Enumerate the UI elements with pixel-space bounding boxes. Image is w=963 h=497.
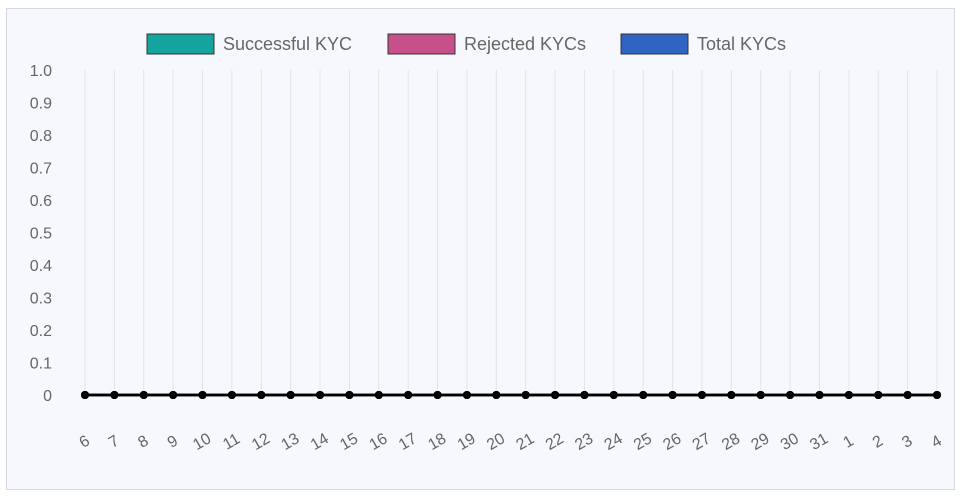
x-tick-label: 14: [308, 430, 332, 454]
data-point-3[interactable]: [286, 391, 295, 399]
x-tick-label: 10: [190, 430, 214, 454]
y-tick-label: 0.2: [30, 323, 52, 340]
data-point-3[interactable]: [462, 391, 471, 399]
x-tick-label: 17: [396, 430, 420, 454]
data-point-3[interactable]: [756, 391, 765, 399]
data-point-3[interactable]: [257, 391, 266, 399]
data-point-3[interactable]: [169, 391, 178, 399]
plot-area[interactable]: [81, 391, 941, 399]
x-tick-label: 4: [929, 432, 945, 451]
data-point-3[interactable]: [844, 391, 853, 399]
legend[interactable]: Successful KYC Rejected KYCs Total KYCs: [146, 33, 786, 55]
y-tick-label: 0.3: [30, 291, 52, 308]
x-tick-label: 11: [220, 431, 243, 454]
data-point-3[interactable]: [110, 391, 119, 399]
x-tick-label: 18: [425, 430, 449, 454]
x-tick-label: 27: [690, 430, 714, 454]
data-point-3[interactable]: [227, 391, 236, 399]
x-tick-label: 25: [631, 430, 655, 454]
y-tick-label: 0.4: [30, 258, 52, 275]
data-point-3[interactable]: [639, 391, 648, 399]
x-tick-label: 9: [165, 432, 181, 451]
y-tick-label: 1.0: [30, 63, 52, 80]
x-tick-label: 2: [870, 432, 886, 451]
x-tick-label: 16: [367, 430, 391, 454]
data-point-3[interactable]: [492, 391, 501, 399]
y-tick-label: 0.5: [30, 226, 52, 243]
chart-card: [6, 8, 955, 490]
data-point-3[interactable]: [374, 391, 383, 399]
data-point-3[interactable]: [609, 391, 618, 399]
y-tick-label: 0.6: [30, 193, 52, 210]
x-tick-label: 23: [572, 430, 596, 454]
data-point-3[interactable]: [815, 391, 824, 399]
data-point-3[interactable]: [668, 391, 677, 399]
data-point-3[interactable]: [198, 391, 207, 399]
x-tick-label: 30: [778, 430, 802, 454]
data-point-3[interactable]: [81, 391, 89, 399]
legend-swatch-3[interactable]: [620, 33, 689, 55]
data-point-3[interactable]: [874, 391, 883, 399]
data-point-3[interactable]: [551, 391, 560, 399]
x-tick-label: 29: [749, 430, 773, 454]
x-tick-label: 20: [484, 430, 508, 454]
x-tick-label: 8: [135, 432, 151, 451]
legend-swatch-2[interactable]: [387, 33, 456, 55]
y-tick-label: 0: [43, 388, 52, 405]
x-tick-label: 21: [513, 430, 537, 454]
x-tick-label: 12: [249, 430, 273, 454]
legend-label-1[interactable]: Successful KYC: [223, 34, 352, 54]
y-tick-label: 0.9: [30, 96, 52, 113]
legend-label-2[interactable]: Rejected KYCs: [464, 34, 586, 54]
data-point-3[interactable]: [404, 391, 413, 399]
x-tick-label: 19: [455, 430, 479, 454]
x-tick-label: 6: [77, 432, 93, 451]
data-point-3[interactable]: [345, 391, 354, 399]
data-point-3[interactable]: [697, 391, 706, 399]
data-point-3[interactable]: [903, 391, 912, 399]
x-tick-label: 13: [278, 430, 302, 454]
legend-label-3[interactable]: Total KYCs: [697, 34, 786, 54]
x-axis: 6 7 8 9 10 11 12 13 14 15 16 17 18 19 20 21 22 23 24 25 26 27…: [77, 430, 945, 454]
y-axis: 0 0.1 0.2 0.3 0.4 0.5 0.6 0.7 0.8 0.9 1.0: [30, 63, 52, 405]
y-tick-label: 0.8: [30, 128, 52, 145]
data-point-3[interactable]: [433, 391, 442, 399]
x-tick-label: 26: [660, 430, 684, 454]
x-tick-label: 3: [899, 432, 915, 451]
y-tick-label: 0.7: [30, 161, 52, 178]
legend-swatch-1[interactable]: [146, 33, 215, 55]
x-tick-label: 31: [807, 430, 831, 454]
data-point-3[interactable]: [786, 391, 795, 399]
x-tick-label: 1: [841, 432, 857, 451]
data-point-3[interactable]: [139, 391, 148, 399]
grid-lines: [84, 70, 938, 395]
data-point-3[interactable]: [933, 391, 941, 399]
x-tick-label: 28: [719, 430, 743, 454]
x-tick-label: 15: [337, 430, 361, 454]
x-tick-label: 7: [106, 432, 122, 451]
data-point-3[interactable]: [727, 391, 736, 399]
y-tick-label: 0.1: [30, 356, 52, 373]
data-point-3[interactable]: [316, 391, 325, 399]
x-tick-label: 24: [602, 430, 626, 454]
x-tick-label: 22: [543, 430, 567, 454]
data-point-3[interactable]: [521, 391, 530, 399]
data-point-3[interactable]: [580, 391, 589, 399]
